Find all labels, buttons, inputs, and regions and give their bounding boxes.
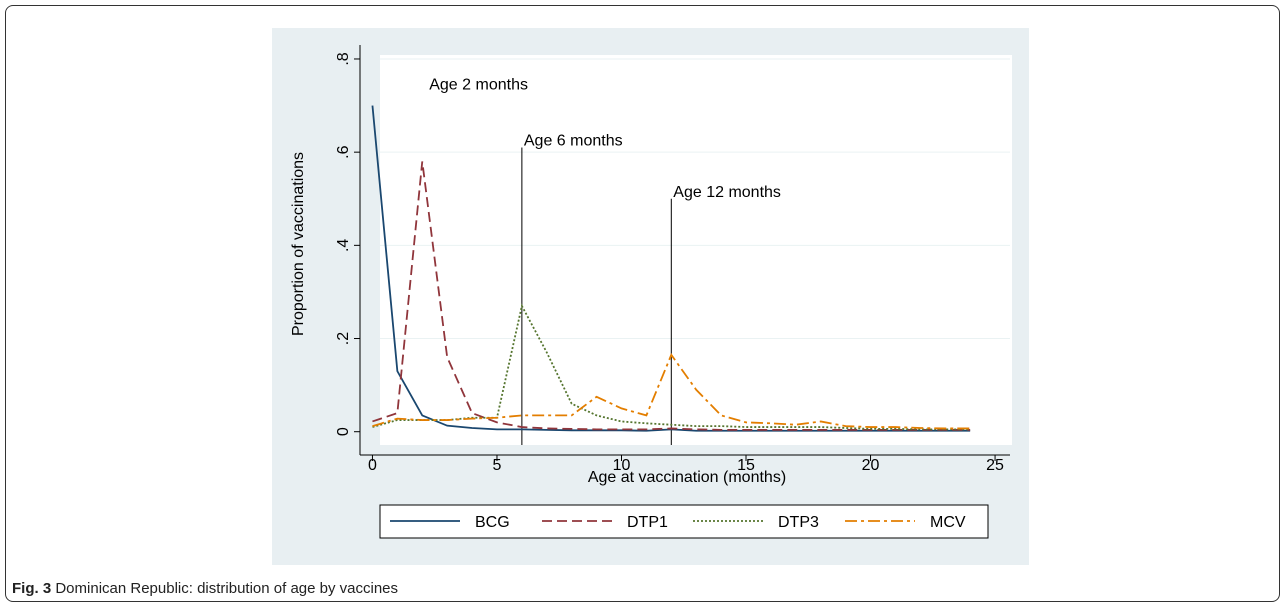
x-tick-label: 15 [737, 457, 755, 474]
x-tick-label: 20 [862, 457, 880, 474]
y-tick-label: .6 [335, 145, 352, 158]
annotation: Age 6 months [524, 133, 623, 150]
figure-frame [5, 5, 1280, 602]
x-tick-label: 5 [493, 457, 502, 474]
plot-area [380, 55, 1012, 445]
y-tick-label: .8 [335, 52, 352, 65]
annotation: Age 12 months [673, 184, 781, 201]
x-axis-title: Age at vaccination (months) [588, 469, 786, 486]
x-tick-label: 25 [986, 457, 1004, 474]
legend-label: DTP1 [627, 514, 668, 531]
legend-label: MCV [930, 514, 966, 531]
series-line [371, 105, 971, 432]
caption-label: Fig. 3 [12, 580, 52, 597]
y-axis-title: Proportion of vaccinations [290, 152, 307, 336]
x-tick-label: 0 [368, 457, 377, 474]
x-tick-label: 10 [613, 457, 631, 474]
y-tick-label: 0 [335, 427, 352, 436]
y-tick-label: .4 [335, 239, 352, 252]
figure-caption: Fig. 3 Dominican Republic: distribution … [12, 580, 398, 597]
caption-text: Dominican Republic: distribution of age … [55, 580, 399, 597]
series-line [372, 352, 971, 430]
annotation: Age 2 months [429, 77, 528, 94]
legend-label: BCG [475, 514, 510, 531]
series-line [372, 161, 971, 431]
series-line [372, 303, 971, 431]
y-tick-label: .2 [335, 332, 352, 345]
legend-label: DTP3 [778, 514, 819, 531]
